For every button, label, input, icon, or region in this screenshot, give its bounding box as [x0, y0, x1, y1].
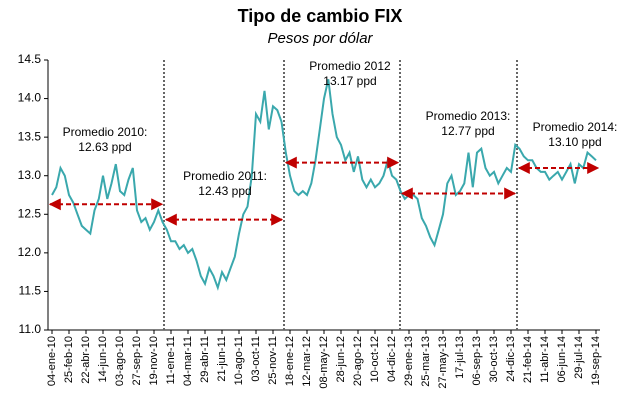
x-tick-label: 25-nov-11 [267, 336, 279, 385]
average-label: Promedio 2012 [309, 59, 391, 73]
x-tick-label: 20-ago-12 [352, 336, 364, 386]
average-value-label: 12.63 ppd [78, 140, 131, 154]
y-tick-label: 12.5 [18, 206, 42, 220]
x-tick-label: 22-abr-10 [80, 336, 92, 384]
y-tick-label: 11.0 [19, 322, 42, 336]
y-tick-label: 13.5 [18, 129, 42, 143]
x-tick-label: 11-ene-11 [165, 336, 177, 385]
x-tick-label: 04-dic-12 [386, 336, 398, 382]
average-value-label: 12.43 ppd [198, 184, 251, 198]
x-tick-label: 11-abr-14 [539, 336, 551, 383]
x-tick-label: 04-ene-10 [46, 336, 58, 386]
x-tick-label: 29-abr-11 [199, 336, 211, 383]
y-tick-label: 14.0 [18, 91, 42, 105]
x-tick-label: 17-jul-13 [454, 336, 466, 379]
x-tick-label: 03-ago-10 [114, 336, 126, 386]
x-tick-label: 19-sep-14 [590, 336, 602, 386]
average-label: Promedio 2010: [63, 125, 148, 139]
x-tick-label: 21-feb-14 [522, 336, 534, 383]
x-tick-label: 19-nov-10 [148, 336, 160, 386]
y-tick-label: 13.0 [18, 168, 42, 182]
x-tick-label: 28-jun-12 [335, 336, 347, 382]
average-label: Promedio 2013: [426, 109, 511, 123]
x-tick-label: 06-jun-14 [556, 336, 568, 382]
x-tick-label: 27-sep-10 [131, 336, 143, 386]
x-tick-label: 25-mar-13 [420, 336, 432, 387]
average-value-label: 13.10 ppd [548, 135, 601, 149]
chart-subtitle: Pesos por dólar [267, 30, 373, 47]
series-line [51, 79, 597, 291]
x-tick-label: 08-may-12 [318, 336, 330, 389]
x-tick-label: 30-oct-13 [488, 336, 500, 382]
x-tick-label: 10-ago-11 [233, 336, 245, 385]
x-tick-label: 04-mar-11 [182, 336, 194, 386]
x-tick-label: 12-mar-12 [301, 336, 313, 387]
x-tick-label: 21-jun-11 [216, 336, 228, 382]
y-tick-label: 11.5 [19, 284, 42, 298]
x-tick-label: 29-ene-13 [403, 336, 415, 386]
x-tick-label: 24-dic-13 [505, 336, 517, 382]
y-tick-label: 14.5 [18, 52, 42, 66]
x-tick-label: 27-may-13 [437, 336, 449, 389]
x-tick-label: 25-feb-10 [63, 336, 75, 383]
x-tick-label: 06-sep-13 [471, 336, 483, 386]
x-tick-label: 03-oct-11 [250, 336, 262, 382]
chart-title: Tipo de cambio FIX [238, 6, 403, 26]
x-tick-label: 29-jul-14 [573, 336, 585, 379]
average-value-label: 13.17 ppd [323, 74, 376, 88]
y-tick-label: 12.0 [18, 245, 42, 259]
x-tick-label: 14-jun-10 [97, 336, 109, 382]
x-tick-label: 18-ene-12 [284, 336, 296, 386]
average-label: Promedio 2014: [533, 120, 618, 134]
average-label: Promedio 2011: [183, 169, 267, 183]
x-tick-label: 10-oct-12 [369, 336, 381, 382]
average-value-label: 12.77 ppd [441, 124, 494, 138]
